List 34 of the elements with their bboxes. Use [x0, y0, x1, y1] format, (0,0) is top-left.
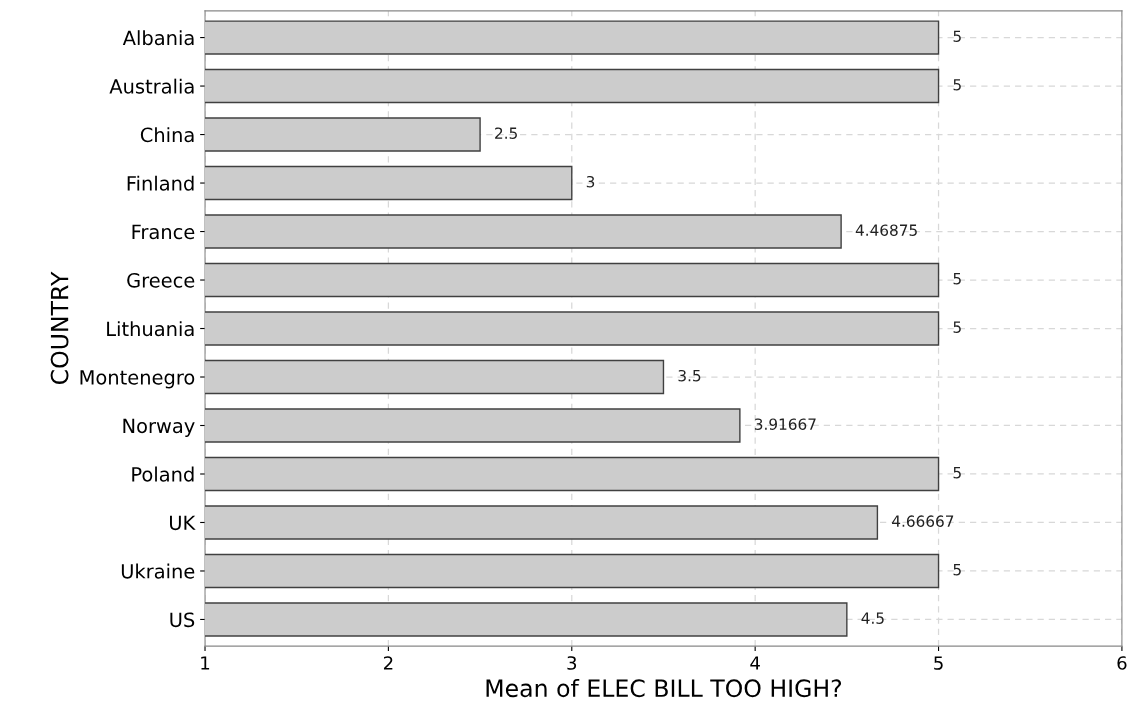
- data-label: 2.5: [495, 127, 517, 139]
- x-tick-label: 6: [1117, 656, 1127, 670]
- y-tick-label: Montenegro: [80, 370, 195, 389]
- x-tick-label: 5: [934, 656, 943, 670]
- x-tick-label: 3: [567, 656, 577, 670]
- y-tick-label: US: [170, 612, 195, 628]
- y-tick-label: UK: [170, 515, 196, 531]
- y-tick-label: Ukraine: [121, 563, 195, 579]
- data-label: 3.91667: [754, 418, 816, 430]
- data-label: 5: [953, 273, 961, 285]
- data-label: 5: [953, 79, 961, 91]
- data-label: 5: [953, 30, 961, 42]
- data-label: 5: [953, 564, 961, 576]
- y-tick-label: Greece: [127, 272, 195, 288]
- data-label: 3: [586, 175, 595, 188]
- y-tick-label: Poland: [132, 466, 194, 482]
- y-tick-label: Albania: [122, 30, 194, 46]
- x-tick-label: 4: [750, 656, 760, 670]
- data-label: 3.5: [678, 369, 701, 382]
- y-axis-title: COUNTRY: [50, 271, 69, 385]
- y-tick-label: China: [140, 127, 194, 143]
- y-tick-label: France: [132, 224, 195, 240]
- x-tick-label: 1: [201, 656, 210, 670]
- y-tick-label: Finland: [127, 175, 194, 191]
- y-tick-label: Norway: [123, 418, 195, 437]
- data-label: 4.46875: [855, 224, 917, 236]
- data-label: 4.66667: [892, 515, 954, 527]
- x-axis-title: Mean of ELEC BILL TOO HIGH?: [486, 678, 842, 698]
- y-tick-label: Australia: [109, 78, 194, 94]
- data-label: 5: [953, 467, 961, 479]
- data-label: 4.5: [861, 612, 884, 624]
- y-tick-label: Lithuania: [107, 321, 194, 337]
- x-tick-label: 2: [383, 656, 393, 670]
- data-label: 5: [953, 321, 961, 333]
